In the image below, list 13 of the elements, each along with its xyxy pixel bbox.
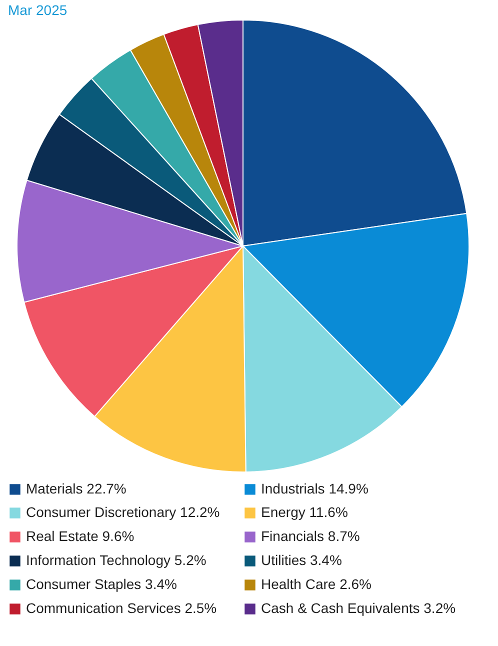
- legend-label: Health Care 2.6%: [261, 576, 372, 592]
- legend-label: Cash & Cash Equivalents 3.2%: [261, 600, 456, 616]
- legend-label: Information Technology 5.2%: [26, 552, 206, 568]
- legend-label: Real Estate 9.6%: [26, 528, 134, 544]
- legend-label: Energy 11.6%: [261, 504, 348, 520]
- legend-label: Industrials 14.9%: [261, 480, 368, 496]
- legend-label: Financials 8.7%: [261, 528, 360, 544]
- legend-label: Utilities 3.4%: [261, 552, 342, 568]
- legend-label: Consumer Discretionary 12.2%: [26, 504, 220, 520]
- chart-title: Mar 2025: [8, 2, 68, 18]
- legend-label: Consumer Staples 3.4%: [26, 576, 177, 592]
- legend-label: Communication Services 2.5%: [26, 600, 217, 616]
- legend-label: Materials 22.7%: [26, 480, 126, 496]
